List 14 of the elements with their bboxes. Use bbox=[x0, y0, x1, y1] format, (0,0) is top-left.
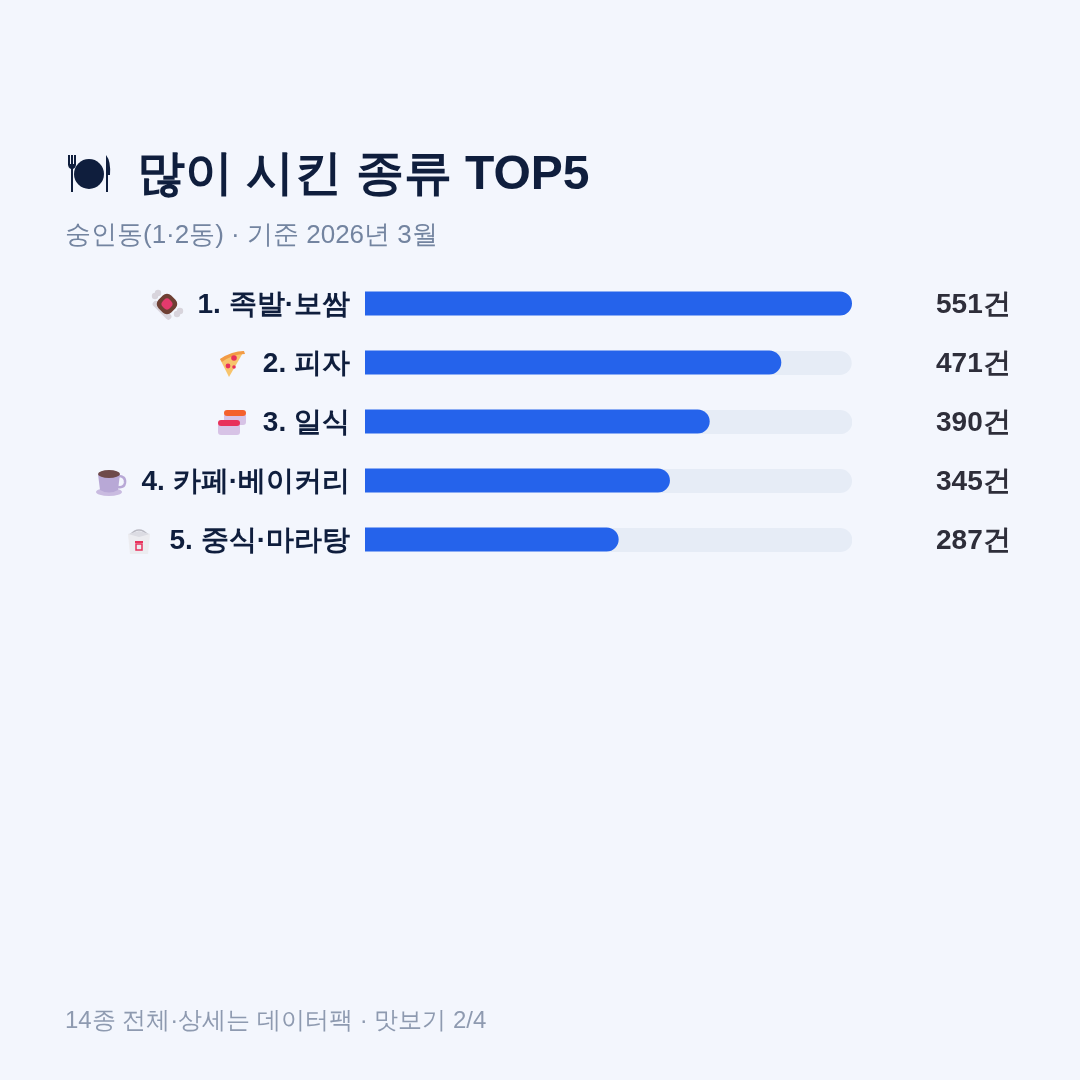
chart-subtitle: 숭인동(1·2동) · 기준 2026년 3월 bbox=[65, 218, 438, 251]
y-tick-label: 4. 카페·베이커리 bbox=[141, 465, 350, 497]
y-tick-label: 2. 피자 bbox=[262, 347, 350, 379]
y-tick-label: 1. 족발·보쌈 bbox=[197, 288, 350, 320]
data-label: 471건 bbox=[936, 347, 1011, 378]
data-label: 551건 bbox=[936, 288, 1011, 319]
data-label: 287건 bbox=[936, 524, 1011, 555]
text: 14종 전체·상세는 데이터팩 · 맛보기 2/4 bbox=[65, 1005, 487, 1035]
y-tick-label: 3. 일식 bbox=[262, 406, 350, 438]
chart-title: 많이 시킨 종류 TOP5 bbox=[137, 145, 590, 201]
data-label: 345건 bbox=[936, 465, 1011, 496]
bar bbox=[365, 291, 852, 316]
data-label: 390건 bbox=[936, 406, 1011, 437]
y-tick-label: 5. 중식·마라탕 bbox=[169, 524, 350, 556]
